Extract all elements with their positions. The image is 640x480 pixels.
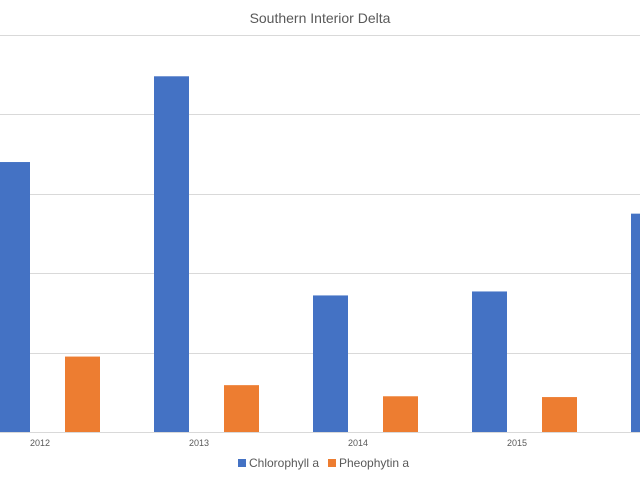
x-tick-label: 2012 — [30, 438, 50, 448]
legend-label: Chlorophyll a — [249, 456, 319, 470]
gridlines — [0, 35, 640, 433]
legend-swatch — [328, 459, 336, 467]
bar-pheophytin-a — [542, 397, 577, 432]
x-tick-label: 2014 — [348, 438, 368, 448]
bars — [0, 76, 640, 433]
legend-label: Pheophytin a — [339, 456, 409, 470]
bar-pheophytin-a — [383, 396, 418, 432]
legend-swatch — [238, 459, 246, 467]
x-tick-label: 2015 — [507, 438, 527, 448]
bar-chlorophyll-a — [0, 162, 30, 433]
bar-pheophytin-a — [65, 356, 100, 432]
bar-chlorophyll-a — [472, 291, 507, 432]
legend: Chlorophyll a Pheophytin a — [238, 456, 409, 470]
bar-chlorophyll-a — [313, 295, 348, 432]
bar-chlorophyll-a — [154, 76, 189, 433]
chart-title: Southern Interior Delta — [250, 10, 391, 26]
bar-chlorophyll-a — [631, 213, 640, 432]
x-tick-label: 2013 — [189, 438, 209, 448]
bar-pheophytin-a — [224, 385, 259, 432]
x-axis-tick-labels: 2012 2013 2014 2015 — [30, 438, 527, 448]
